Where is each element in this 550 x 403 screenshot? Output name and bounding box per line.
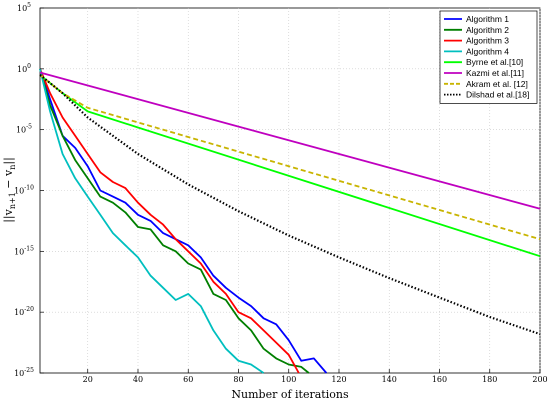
x-tick-label: 60: [183, 375, 193, 384]
x-axis-label: Number of iterations: [231, 388, 349, 401]
y-tick-label: 10-10: [14, 185, 34, 196]
y-axis-label: ||vn+1 − vn||: [2, 157, 17, 223]
x-tick-label: 140: [382, 375, 397, 384]
legend-label-1: Algorithm 1: [466, 14, 509, 24]
x-tick-label: 80: [233, 375, 243, 384]
x-tick-label: 40: [133, 375, 143, 384]
series-line-4: [39, 68, 265, 374]
legend-box: [439, 10, 538, 104]
y-tick-label: 105: [17, 2, 31, 13]
series-line-6: [39, 71, 541, 210]
y-tick-label: 10-25: [14, 367, 34, 378]
x-tick-label: 200: [532, 375, 547, 384]
series-line-7: [39, 74, 541, 241]
legend-label-6: Kazmi et al.[11]: [466, 68, 524, 78]
y-tick-label: 10-20: [14, 306, 34, 317]
series-line-3: [39, 68, 300, 374]
axis-ticks: 20 40 60 80 100 120 140 160 180 200 105 100 10-5 10-1…: [14, 2, 548, 384]
x-tick-label: 180: [482, 375, 497, 384]
x-tick-label: 20: [83, 375, 93, 384]
y-tick-label: 10-15: [14, 245, 34, 256]
x-tick-label: 160: [432, 375, 447, 384]
legend-label-7: Akram et al. [12]: [466, 79, 528, 89]
x-tick-label: 100: [281, 375, 296, 384]
legend-label-2: Algorithm 2: [466, 25, 509, 35]
legend-label-4: Algorithm 4: [466, 46, 509, 56]
y-tick-label: 100: [17, 63, 31, 74]
legend-label-3: Algorithm 3: [466, 36, 509, 46]
legend-label-5: Byrne et al.[10]: [466, 57, 523, 67]
series-line-2: [39, 68, 310, 374]
legend-label-8: Dilshad et al.[18]: [466, 90, 529, 100]
series-layer: [39, 68, 541, 374]
y-tick-label: 10-5: [16, 124, 32, 135]
x-tick-label: 120: [331, 375, 346, 384]
series-line-8: [39, 74, 541, 336]
grid: [40, 8, 541, 373]
series-line-1: [39, 68, 328, 374]
